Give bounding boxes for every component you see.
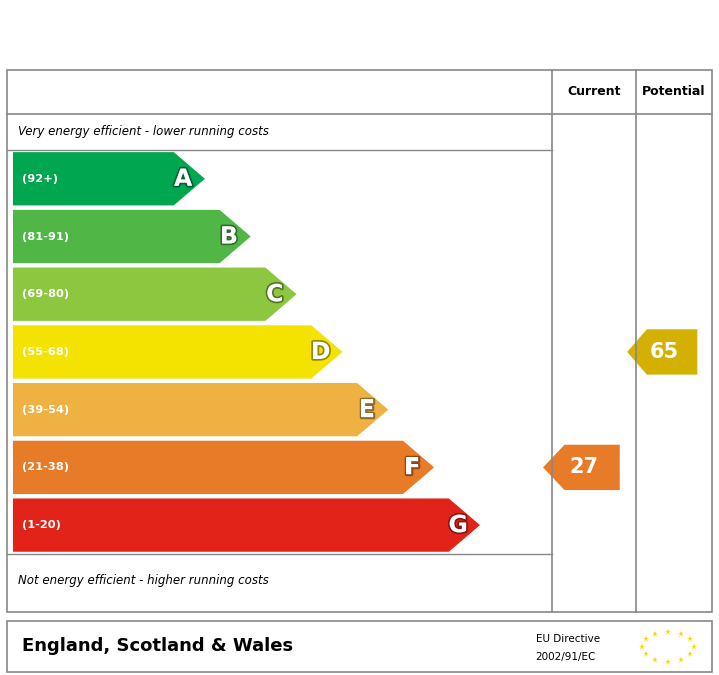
Text: 2002/91/EC: 2002/91/EC <box>536 651 596 662</box>
Text: C: C <box>266 282 283 306</box>
Polygon shape <box>13 383 388 436</box>
Text: (81-91): (81-91) <box>22 232 68 242</box>
Text: Current: Current <box>567 85 620 99</box>
Text: B: B <box>220 225 238 248</box>
Text: A: A <box>174 167 192 191</box>
Text: (39-54): (39-54) <box>22 405 69 414</box>
Text: England, Scotland & Wales: England, Scotland & Wales <box>22 637 293 655</box>
Text: (21-38): (21-38) <box>22 462 68 472</box>
Polygon shape <box>13 325 342 379</box>
Text: EU Directive: EU Directive <box>536 634 600 645</box>
Text: D: D <box>311 340 331 364</box>
Polygon shape <box>627 329 697 375</box>
Text: Not energy efficient - higher running costs: Not energy efficient - higher running co… <box>18 574 269 587</box>
Polygon shape <box>13 441 434 494</box>
Text: F: F <box>404 456 421 479</box>
Text: (92+): (92+) <box>22 173 58 184</box>
Text: 65: 65 <box>650 342 679 362</box>
Text: (55-68): (55-68) <box>22 347 68 357</box>
Polygon shape <box>13 498 480 551</box>
Text: (69-80): (69-80) <box>22 289 69 299</box>
Text: (1-20): (1-20) <box>22 520 60 530</box>
Text: E: E <box>358 398 375 422</box>
Polygon shape <box>543 445 620 490</box>
Bar <box>7 621 712 672</box>
Polygon shape <box>13 152 205 205</box>
Text: 27: 27 <box>569 458 598 477</box>
Polygon shape <box>13 267 297 321</box>
Text: Energy Efficiency Rating: Energy Efficiency Rating <box>18 18 420 46</box>
Text: Very energy efficient - lower running costs: Very energy efficient - lower running co… <box>18 126 269 138</box>
Text: G: G <box>449 513 468 537</box>
Polygon shape <box>13 210 251 263</box>
Text: Potential: Potential <box>642 85 705 99</box>
